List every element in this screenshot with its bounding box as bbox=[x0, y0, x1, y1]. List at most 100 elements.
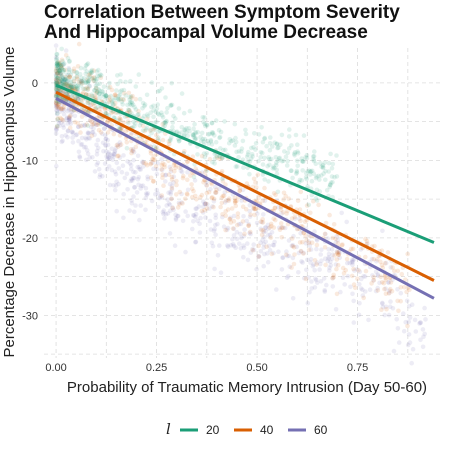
scatter-point bbox=[87, 83, 93, 89]
scatter-point bbox=[228, 243, 234, 248]
scatter-point bbox=[260, 150, 265, 156]
scatter-point bbox=[318, 261, 323, 267]
scatter-point bbox=[90, 75, 95, 81]
scatter-point bbox=[173, 217, 179, 223]
scatter-point bbox=[225, 198, 231, 203]
scatter-point bbox=[202, 202, 208, 207]
scatter-point bbox=[345, 260, 350, 266]
scatter-point bbox=[207, 131, 212, 137]
scatter-point bbox=[334, 174, 340, 179]
scatter-point bbox=[57, 123, 62, 129]
scatter-point bbox=[103, 93, 108, 98]
scatter-point bbox=[59, 134, 65, 139]
scatter-point bbox=[151, 114, 156, 120]
scatter-point bbox=[137, 217, 142, 223]
scatter-point bbox=[164, 110, 169, 115]
scatter-point bbox=[279, 267, 285, 272]
scatter-point bbox=[221, 193, 227, 198]
scatter-point bbox=[128, 94, 134, 99]
scatter-point bbox=[403, 277, 408, 283]
scatter-point bbox=[277, 227, 283, 232]
scatter-point bbox=[107, 182, 113, 188]
scatter-point bbox=[332, 174, 337, 180]
scatter-point bbox=[244, 181, 250, 186]
scatter-point bbox=[323, 231, 328, 237]
scatter-point bbox=[213, 222, 218, 228]
scatter-point bbox=[253, 141, 259, 146]
scatter-point bbox=[303, 241, 309, 246]
scatter-point bbox=[284, 249, 289, 254]
scatter-point bbox=[321, 171, 326, 176]
scatter-point bbox=[226, 198, 232, 203]
scatter-point bbox=[271, 225, 277, 230]
scatter-point bbox=[395, 298, 400, 304]
scatter-point bbox=[314, 262, 319, 267]
scatter-point bbox=[193, 166, 198, 171]
scatter-point bbox=[54, 80, 59, 85]
scatter-point bbox=[85, 85, 90, 90]
scatter-point bbox=[92, 169, 98, 174]
scatter-point bbox=[103, 143, 109, 148]
scatter-point bbox=[421, 334, 426, 340]
scatter-point bbox=[153, 192, 158, 197]
scatter-point bbox=[184, 191, 190, 196]
scatter-point bbox=[137, 164, 142, 170]
scatter-point bbox=[97, 95, 102, 100]
scatter-point bbox=[248, 212, 253, 218]
scatter-point bbox=[281, 197, 286, 202]
scatter-point bbox=[307, 289, 312, 295]
scatter-point bbox=[262, 177, 268, 182]
scatter-point bbox=[91, 94, 96, 99]
scatter-point bbox=[60, 118, 66, 123]
scatter-point bbox=[58, 71, 63, 77]
scatter-point bbox=[56, 70, 61, 76]
scatter-point bbox=[271, 216, 277, 221]
scatter-point bbox=[65, 91, 70, 96]
scatter-point bbox=[322, 160, 328, 166]
scatter-point bbox=[291, 261, 297, 267]
scatter-point bbox=[150, 160, 155, 165]
scatter-point bbox=[125, 187, 130, 192]
scatter-point bbox=[99, 73, 104, 78]
scatter-point bbox=[55, 111, 60, 116]
scatter-point bbox=[378, 259, 383, 265]
scatter-point bbox=[84, 62, 90, 67]
scatter-point bbox=[202, 121, 207, 127]
scatter-point bbox=[93, 94, 98, 100]
scatter-point bbox=[243, 127, 248, 133]
scatter-point bbox=[367, 287, 373, 293]
scatter-point bbox=[116, 117, 122, 123]
scatter-point bbox=[103, 142, 108, 147]
scatter-point bbox=[82, 66, 88, 71]
scatter-point bbox=[417, 320, 423, 325]
scatter-point bbox=[98, 130, 104, 135]
scatter-point bbox=[59, 139, 64, 145]
scatter-point bbox=[282, 149, 287, 154]
scatter-point bbox=[412, 317, 418, 323]
scatter-point bbox=[247, 203, 253, 208]
scatter-point bbox=[238, 246, 244, 251]
scatter-point bbox=[55, 71, 60, 77]
scatter-point bbox=[220, 193, 226, 199]
scatter-point bbox=[276, 156, 282, 161]
scatter-point bbox=[268, 235, 274, 240]
scatter-point bbox=[83, 86, 89, 92]
scatter-point bbox=[199, 192, 205, 198]
scatter-point bbox=[94, 148, 100, 154]
scatter-point bbox=[79, 141, 85, 147]
scatter-point bbox=[148, 110, 153, 115]
scatter-point bbox=[151, 178, 156, 184]
scatter-point bbox=[140, 159, 145, 164]
scatter-point bbox=[281, 225, 286, 231]
scatter-point bbox=[317, 189, 323, 194]
scatter-point bbox=[406, 332, 412, 337]
scatter-point bbox=[211, 198, 217, 204]
scatter-point bbox=[292, 216, 298, 221]
scatter-point bbox=[354, 267, 360, 272]
scatter-point bbox=[244, 218, 249, 224]
scatter-point bbox=[67, 119, 72, 125]
scatter-point bbox=[91, 68, 97, 73]
scatter-point bbox=[288, 168, 294, 173]
scatter-point bbox=[357, 300, 362, 306]
scatter-point bbox=[183, 209, 188, 214]
